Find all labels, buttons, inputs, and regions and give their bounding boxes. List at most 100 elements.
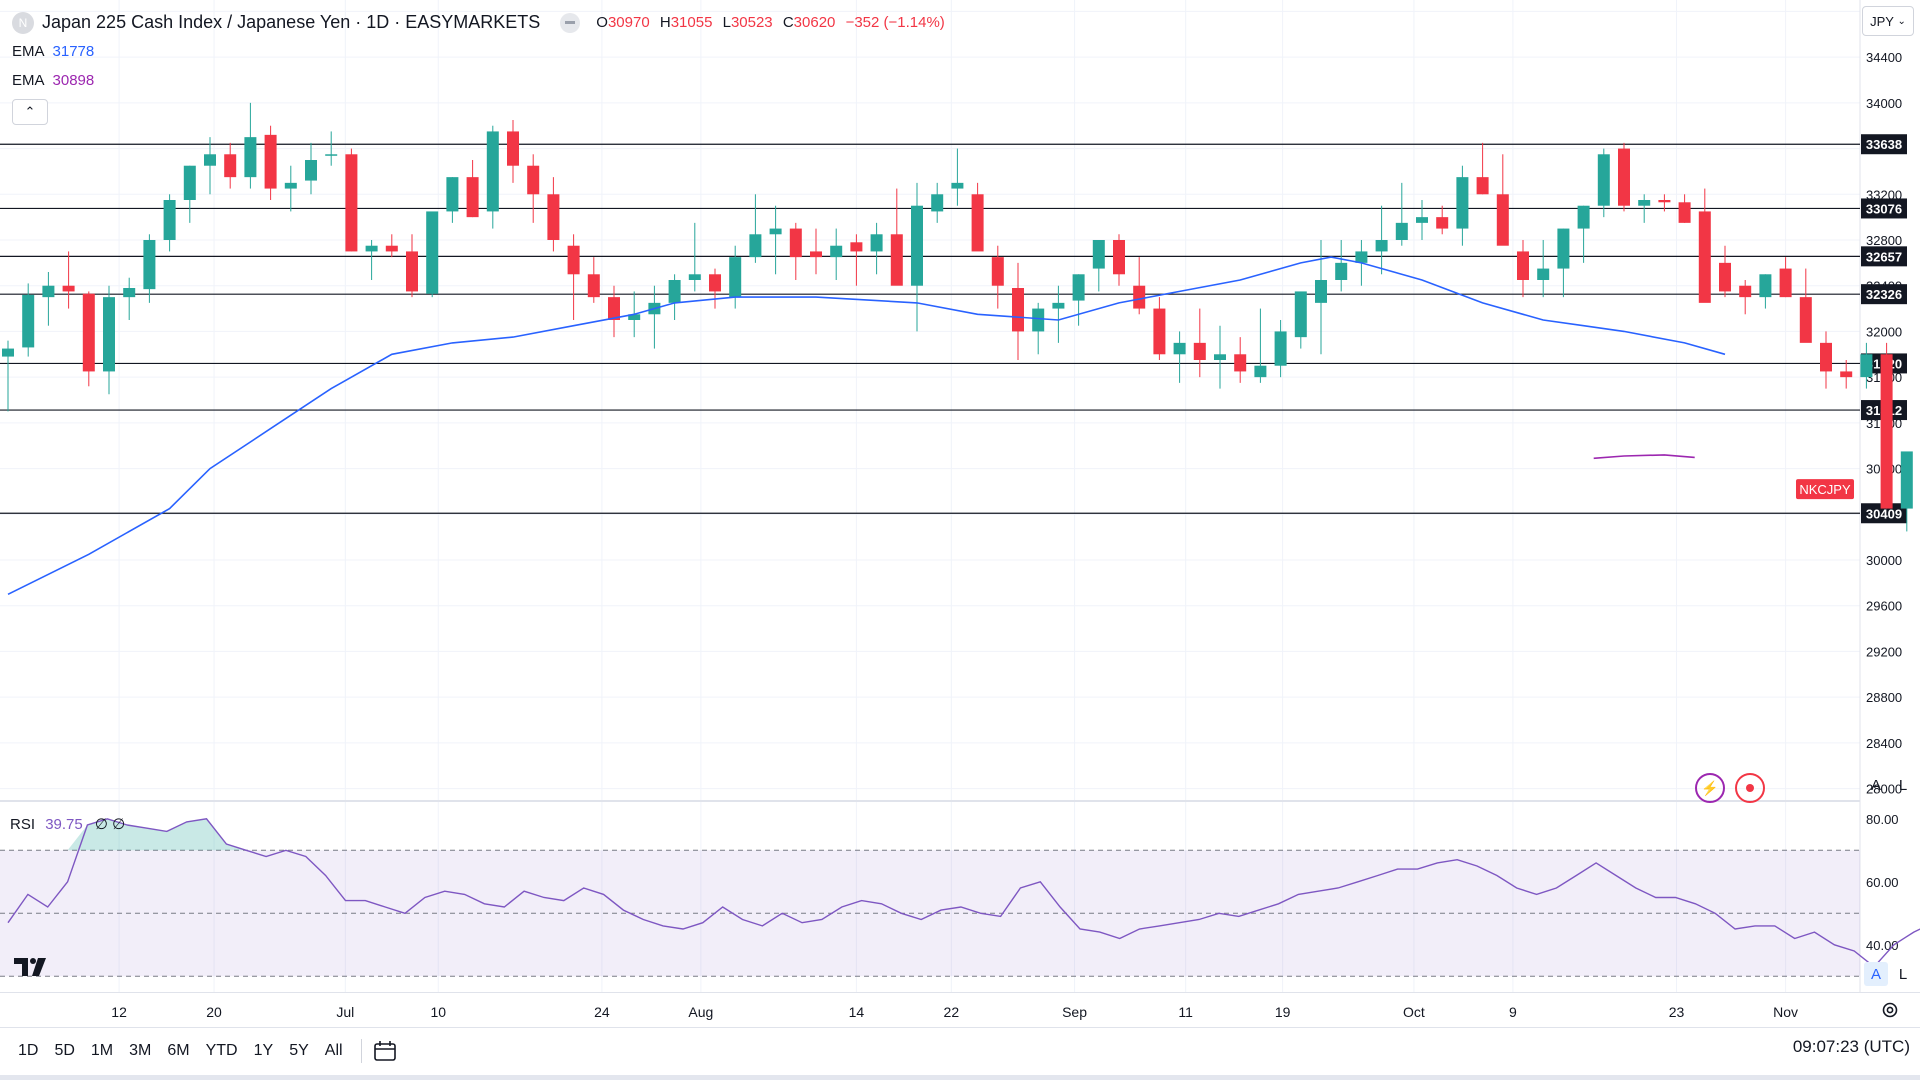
range-1y[interactable]: 1Y bbox=[253, 1042, 274, 1059]
candle-body bbox=[789, 228, 802, 258]
level-label-text: 33638 bbox=[1866, 137, 1902, 152]
candle-up bbox=[42, 272, 55, 326]
candle-up bbox=[1456, 165, 1469, 246]
grid-lines bbox=[0, 0, 1860, 992]
auto-scale-button-main[interactable]: A bbox=[1870, 776, 1881, 794]
time-tick-label: 20 bbox=[206, 1004, 222, 1020]
price-tick-label: 34400 bbox=[1866, 50, 1902, 65]
candle-body bbox=[1799, 297, 1812, 343]
candle-body bbox=[1860, 354, 1873, 378]
candle-up bbox=[1315, 240, 1327, 355]
candle-body bbox=[1658, 200, 1671, 203]
range-all[interactable]: All bbox=[324, 1042, 343, 1059]
candle-body bbox=[466, 177, 479, 218]
candle-down bbox=[789, 222, 802, 280]
candle-body bbox=[1072, 274, 1085, 301]
range-ytd[interactable]: YTD bbox=[205, 1042, 238, 1059]
candle-body bbox=[1820, 342, 1832, 372]
candle-down bbox=[1799, 268, 1812, 343]
ema-line-blue bbox=[7, 256, 1726, 596]
hide-legend-icon[interactable] bbox=[560, 12, 581, 33]
candle-body bbox=[244, 137, 257, 178]
candle-body bbox=[567, 245, 580, 275]
candle-down bbox=[1618, 142, 1630, 212]
candle-body bbox=[426, 211, 439, 294]
ema-legend-2[interactable]: EMA 30898 bbox=[12, 72, 95, 89]
candle-body bbox=[507, 131, 519, 166]
candle-body bbox=[1012, 288, 1024, 332]
candle-up bbox=[1072, 274, 1085, 326]
range-5d[interactable]: 5D bbox=[54, 1042, 75, 1059]
candle-body bbox=[22, 294, 35, 348]
candle-down bbox=[1012, 262, 1024, 360]
rsi-tick-label: 60.00 bbox=[1866, 875, 1899, 890]
level-label-text: 32326 bbox=[1866, 287, 1902, 302]
candle-up bbox=[305, 142, 317, 195]
candle-up bbox=[830, 228, 843, 280]
candle-body bbox=[1577, 205, 1590, 229]
candle-body bbox=[911, 205, 923, 286]
candle-up bbox=[284, 165, 297, 212]
candle-down bbox=[1698, 188, 1711, 303]
candle-body bbox=[527, 165, 540, 195]
range-5y[interactable]: 5Y bbox=[289, 1042, 309, 1059]
candle-up bbox=[365, 240, 378, 280]
ema-lines bbox=[7, 256, 1726, 596]
candle-down bbox=[1678, 194, 1691, 223]
candle-body bbox=[1294, 291, 1307, 338]
range-1d[interactable]: 1D bbox=[18, 1042, 39, 1059]
candle-down bbox=[587, 257, 600, 303]
ema-legend-1[interactable]: EMA 31778 bbox=[12, 43, 95, 60]
log-scale-button-main[interactable]: L bbox=[1898, 776, 1908, 794]
candle-up bbox=[163, 194, 176, 252]
candle-body bbox=[123, 288, 136, 298]
candle-up bbox=[1214, 325, 1226, 389]
lightning-icon[interactable]: ⚡ bbox=[1695, 773, 1725, 803]
chart-legend: N Japan 225 Cash Index / Japanese Yen · … bbox=[12, 8, 951, 125]
range-1m[interactable]: 1M bbox=[90, 1042, 114, 1059]
time-axis: 12 20 Jul 10 24 Aug 14 22 Sep 11 19 Oct 9 23 Nov bbox=[111, 1004, 1798, 1020]
candle-down bbox=[890, 188, 903, 286]
candle-body bbox=[1052, 302, 1065, 309]
symbol-price-tag: NKCJPY bbox=[1796, 479, 1854, 500]
candle-body bbox=[1375, 240, 1388, 252]
price-tick-label: 32000 bbox=[1866, 324, 1902, 339]
candle-body bbox=[1759, 274, 1772, 298]
candle-body bbox=[486, 131, 499, 212]
candle-down bbox=[709, 268, 721, 309]
record-icon[interactable] bbox=[1735, 773, 1765, 803]
range-6m[interactable]: 6M bbox=[167, 1042, 190, 1059]
chart-title[interactable]: Japan 225 Cash Index / Japanese Yen · 1D… bbox=[42, 12, 541, 32]
candle-body bbox=[264, 134, 277, 189]
candle-up bbox=[1416, 200, 1428, 240]
candle-up bbox=[446, 177, 459, 223]
range-3m[interactable]: 3M bbox=[129, 1042, 152, 1059]
candle-up bbox=[1032, 302, 1045, 355]
candle-body bbox=[668, 280, 681, 303]
level-label: 32657 bbox=[1861, 246, 1907, 267]
candle-down bbox=[810, 228, 822, 275]
calendar-icon[interactable] bbox=[372, 1038, 398, 1064]
rsi-value: 39.75 bbox=[45, 816, 83, 833]
candle-up bbox=[870, 222, 883, 275]
tradingview-logo bbox=[14, 956, 54, 983]
auto-scale-button-rsi[interactable]: A bbox=[1864, 962, 1888, 986]
rsi-legend[interactable]: RSI 39.75 ∅ ∅ bbox=[10, 816, 126, 833]
candle-up bbox=[1052, 285, 1065, 343]
log-scale-button-rsi[interactable]: L bbox=[1898, 965, 1908, 983]
price-tick-label: 28400 bbox=[1866, 736, 1902, 751]
candle-body bbox=[870, 234, 883, 252]
candle-body bbox=[1698, 211, 1711, 303]
bottom-toolbar: 1D 5D 1M 3M 6M YTD 1Y 5Y All bbox=[0, 1027, 1920, 1074]
candle-up bbox=[1395, 182, 1408, 246]
utc-clock[interactable]: 09:07:23 (UTC) bbox=[1792, 1037, 1910, 1056]
rsi-line bbox=[7, 818, 1920, 968]
candle-body bbox=[1840, 371, 1853, 378]
currency-selector[interactable]: JPY ⌄ bbox=[1862, 6, 1914, 36]
candle-down bbox=[1113, 234, 1125, 286]
collapse-legend-button[interactable]: ⌃ bbox=[12, 99, 48, 125]
gear-icon[interactable] bbox=[1877, 997, 1903, 1023]
candle-up bbox=[749, 194, 762, 263]
symbol-logo: N bbox=[12, 11, 34, 34]
